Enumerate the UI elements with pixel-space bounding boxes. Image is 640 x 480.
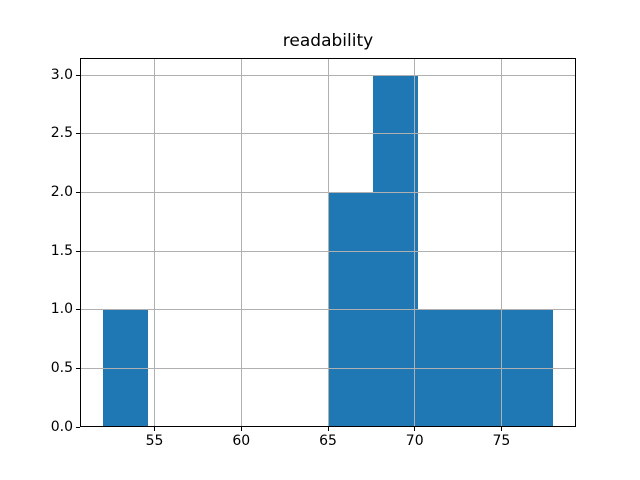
y-tick xyxy=(76,309,80,311)
y-tick-label: 3.0 xyxy=(50,66,73,83)
x-tick-label: 55 xyxy=(145,433,164,450)
x-tick xyxy=(240,427,242,432)
x-tick xyxy=(154,427,156,432)
y-tick-label: 0.0 xyxy=(50,418,73,435)
y-tick xyxy=(76,250,80,252)
x-tick xyxy=(414,427,416,432)
y-tick-label: 0.5 xyxy=(50,360,73,377)
y-tick-label: 2.5 xyxy=(50,125,73,142)
grid-line-horizontal xyxy=(80,74,576,76)
grid-line-horizontal xyxy=(80,368,576,370)
x-tick-label: 60 xyxy=(232,433,251,450)
y-tick xyxy=(76,74,80,76)
grid-line-vertical xyxy=(154,57,156,428)
grid-line-vertical xyxy=(240,57,242,428)
grid-line-vertical xyxy=(327,57,329,428)
x-tick-label: 75 xyxy=(492,433,511,450)
x-tick-label: 70 xyxy=(405,433,424,450)
y-tick-label: 1.0 xyxy=(50,301,73,318)
grid-line-horizontal xyxy=(80,250,576,252)
y-tick xyxy=(76,368,80,370)
y-tick-label: 1.5 xyxy=(50,242,73,259)
grid-layer xyxy=(80,57,576,428)
x-tick-label: 65 xyxy=(319,433,337,450)
x-tick xyxy=(500,427,502,432)
y-tick-label: 2.0 xyxy=(50,184,73,201)
chart-title: readability xyxy=(282,31,374,51)
y-tick xyxy=(76,192,80,194)
grid-line-vertical xyxy=(500,57,502,428)
x-tick xyxy=(327,427,329,432)
grid-line-vertical xyxy=(414,57,416,428)
y-tick xyxy=(76,426,80,428)
y-tick xyxy=(76,133,80,135)
grid-line-horizontal xyxy=(80,309,576,311)
plot-area xyxy=(80,57,576,428)
grid-line-horizontal xyxy=(80,192,576,194)
grid-line-horizontal xyxy=(80,133,576,135)
